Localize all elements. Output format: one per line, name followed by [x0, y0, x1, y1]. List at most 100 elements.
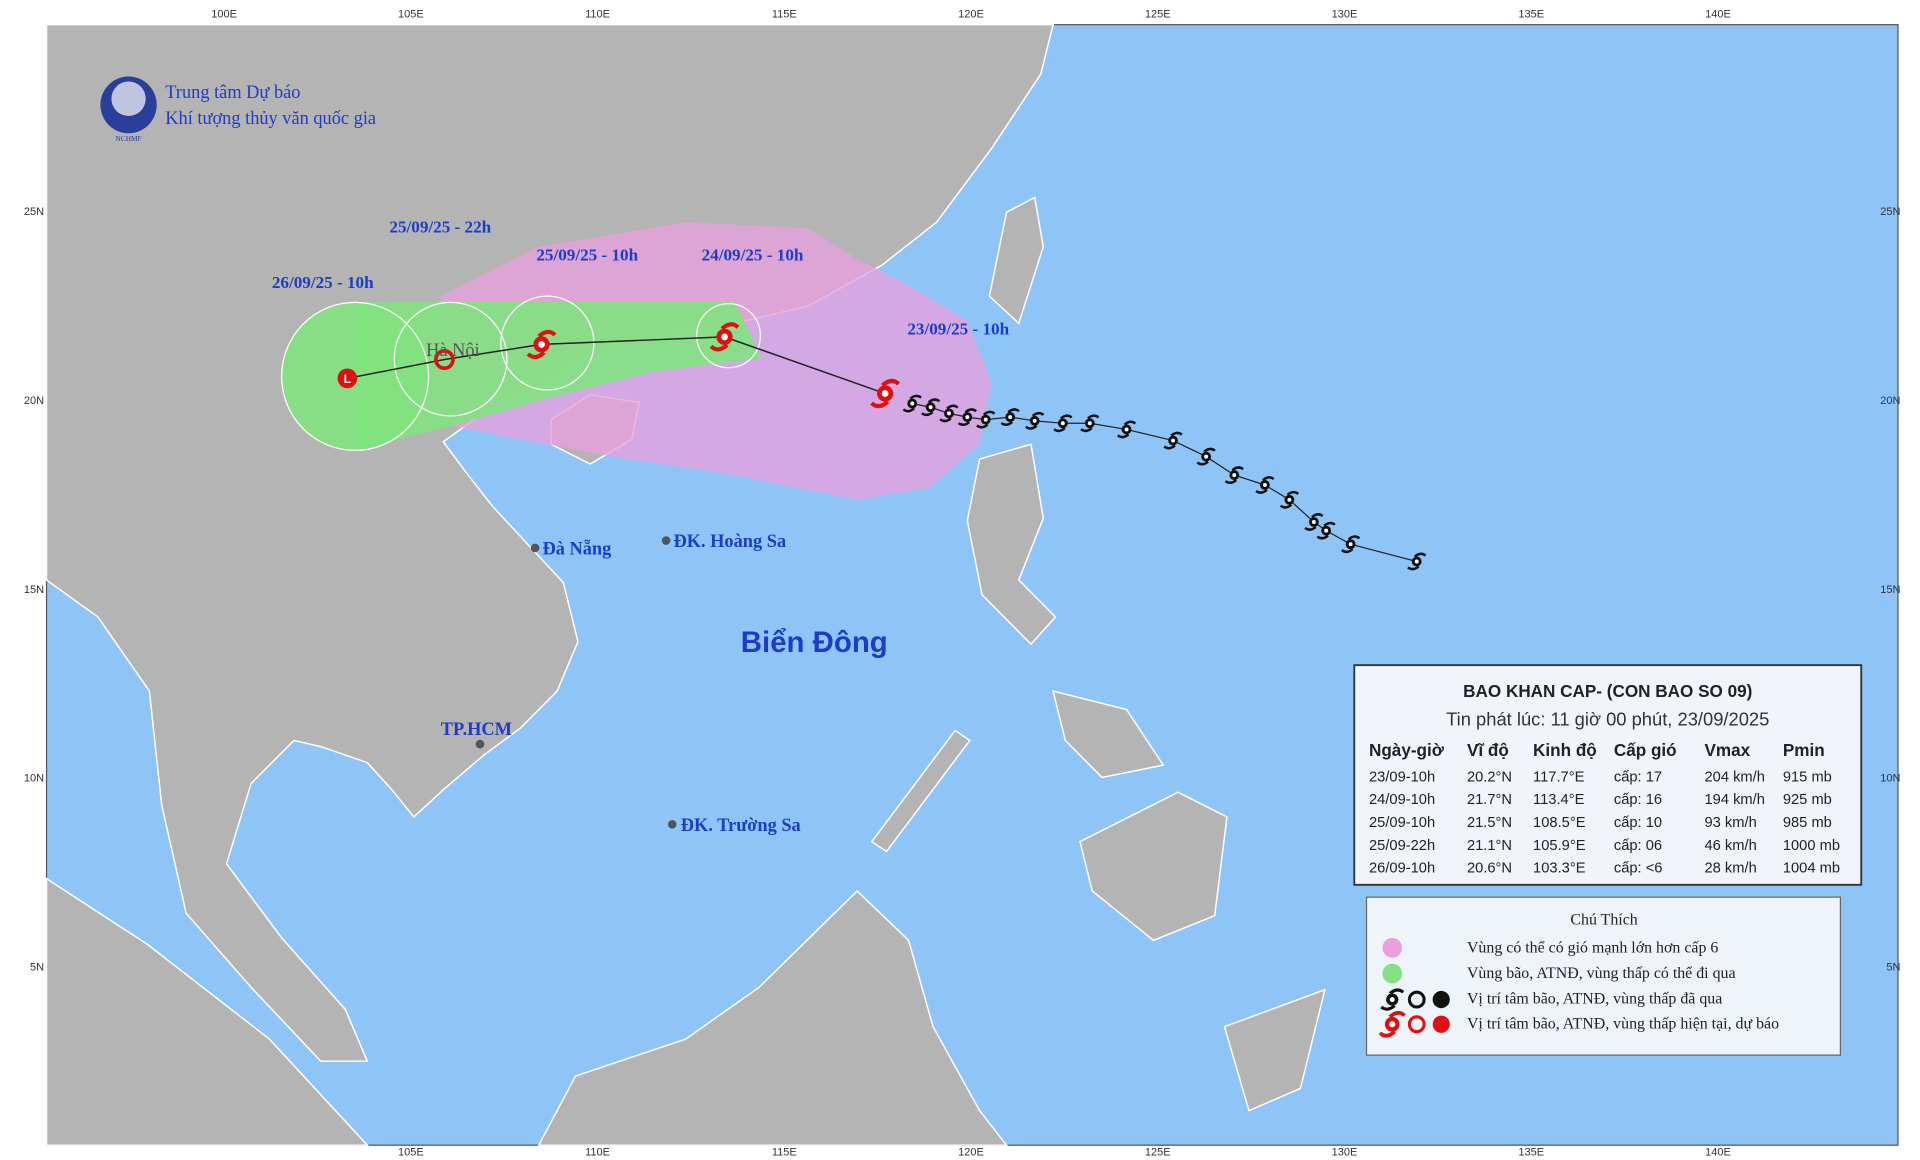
luzon — [966, 443, 1057, 646]
lon-label: 140E — [1705, 1146, 1731, 1158]
circle-icon — [1407, 1015, 1426, 1034]
lon-label: 125E — [1145, 9, 1171, 21]
table-cell: 103.3°E — [1533, 861, 1586, 877]
legend-item: Vùng bão, ATNĐ, vùng thấp có thể đi qua — [1467, 965, 1736, 982]
lon-label: 100E — [211, 9, 237, 21]
table-cell: 25/09-10h — [1369, 815, 1435, 831]
column-header: Pmin — [1783, 740, 1825, 760]
table-cell: 20.2°N — [1467, 769, 1512, 785]
forecast-depression — [434, 349, 455, 371]
lat-label: 20N — [24, 395, 44, 407]
lon-label: 135E — [1518, 1146, 1544, 1158]
green-dot — [1382, 963, 1403, 984]
lat-label: 5N — [30, 961, 44, 973]
table-cell: 194 km/h — [1704, 792, 1764, 808]
lat-label: 15N — [24, 584, 44, 596]
lon-label: 130E — [1332, 9, 1358, 21]
table-cell: 1000 mb — [1783, 838, 1840, 854]
column-header: Kinh độ — [1533, 740, 1597, 760]
table-cell: 23/09-10h — [1369, 769, 1435, 785]
table-cell: 21.5°N — [1467, 815, 1512, 831]
lat-label: 5N — [1886, 961, 1900, 973]
table-cell: 925 mb — [1783, 792, 1832, 808]
table-cell: 915 mb — [1783, 769, 1832, 785]
sumatra — [45, 877, 370, 1146]
lat-label: 25N — [1880, 206, 1900, 218]
org-line: Trung tâm Dự báo — [165, 82, 300, 102]
lon-label: 130E — [1332, 1146, 1358, 1158]
place-label: ĐK. Trường Sa — [681, 815, 801, 835]
borneo — [537, 889, 1009, 1146]
table-cell: cấp: 17 — [1614, 769, 1662, 785]
lon-label: 110E — [585, 9, 610, 21]
forecast-label: 26/09/25 - 10h — [272, 273, 374, 292]
forecast-low — [337, 368, 358, 389]
forecast-track: L — [337, 324, 899, 406]
storm-corridor — [355, 301, 762, 451]
table-cell: 108.5°E — [1533, 815, 1586, 831]
lat-label: 25N — [24, 206, 44, 218]
uncertainty-circles — [281, 295, 762, 452]
table-cell: 113.4°E — [1533, 792, 1585, 808]
lon-label: 120E — [958, 9, 984, 21]
place-label: ĐK. Hoàng Sa — [673, 531, 786, 551]
column-header: Vĩ độ — [1467, 740, 1509, 760]
table-cell: 46 km/h — [1704, 838, 1756, 854]
forecast-label: 25/09/25 - 22h — [389, 217, 491, 236]
table-cell: 24/09-10h — [1369, 792, 1435, 808]
legend-symbols — [1378, 937, 1450, 1038]
circle — [500, 295, 595, 391]
low-icon — [1432, 1015, 1450, 1033]
lat-label: 10N — [24, 773, 44, 785]
lon-label: 120E — [958, 1146, 984, 1158]
column-header: Ngày-giờ — [1369, 740, 1445, 760]
legend-title: Chú Thích — [1570, 911, 1637, 928]
lon-label: 135E — [1518, 9, 1544, 21]
sea-label: Biển Đông — [741, 626, 888, 659]
logo-inner — [111, 81, 146, 116]
place-label: Đà Nẵng — [542, 539, 612, 559]
table-cell: 21.1°N — [1467, 838, 1512, 854]
table-cell: cấp: 06 — [1614, 838, 1662, 854]
mindanao — [1079, 791, 1228, 942]
lon-label: 125E — [1145, 1146, 1171, 1158]
lon-label: 115E — [772, 9, 797, 21]
forecast-label: 25/09/25 - 10h — [536, 246, 638, 265]
table-cell: cấp: <6 — [1614, 861, 1663, 877]
table-cell: 204 km/h — [1704, 769, 1764, 785]
lon-label: 115E — [772, 1146, 797, 1158]
lon-label: 105E — [398, 9, 424, 21]
low-mark: L — [344, 372, 352, 386]
sulawesi — [1223, 988, 1326, 1112]
bulletin-title: BAO KHAN CAP- (CON BAO SO 09) — [1463, 681, 1752, 701]
place-dot — [661, 536, 671, 545]
table-cell: 21.7°N — [1467, 792, 1512, 808]
taiwan — [988, 196, 1045, 325]
bulletin-box — [1353, 664, 1863, 886]
column-header: Cấp gió — [1614, 740, 1677, 760]
pink-dot — [1382, 937, 1403, 958]
forecast-label: 24/09/25 - 10h — [702, 246, 804, 265]
place-label: Hà Nội — [426, 340, 480, 360]
org-line: Khí tượng thủy văn quốc gia — [165, 108, 376, 128]
place-dot — [530, 543, 540, 553]
place-dot — [475, 739, 485, 749]
forecast-label: 23/09/25 - 10h — [907, 320, 1009, 339]
legend-item: Vị trí tâm bão, ATNĐ, vùng thấp hiện tại… — [1467, 1016, 1779, 1033]
legend-item: Vùng có thể có gió mạnh lớn hơn cấp 6 — [1467, 940, 1718, 957]
lat-label: 10N — [1880, 773, 1900, 785]
table-cell: 117.7°E — [1533, 769, 1585, 785]
circle — [393, 301, 508, 417]
table-cell: cấp: 16 — [1614, 792, 1662, 808]
lon-label: 105E — [398, 1146, 424, 1158]
legend-item: Vị trí tâm bão, ATNĐ, vùng thấp đã qua — [1467, 990, 1722, 1007]
table-cell: 26/09-10h — [1369, 861, 1435, 877]
lat-label: 15N — [1880, 584, 1900, 596]
low-icon — [1432, 990, 1450, 1009]
table-cell: cấp: 10 — [1614, 815, 1662, 831]
table-cell: 105.9°E — [1533, 838, 1586, 854]
table-cell: 25/09-22h — [1369, 838, 1435, 854]
table-cell: 985 mb — [1783, 815, 1832, 831]
